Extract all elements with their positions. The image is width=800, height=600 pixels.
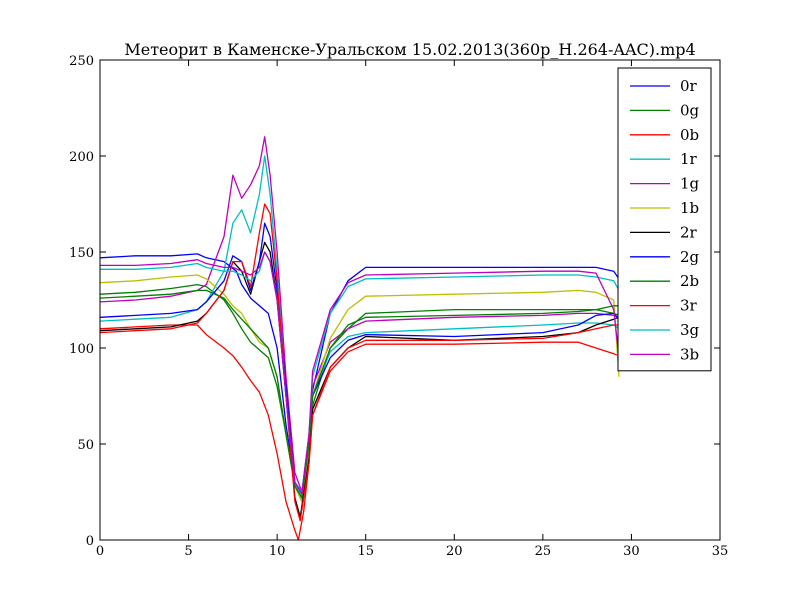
legend-label-2g: 2g [680, 248, 700, 266]
y-tick-label: 100 [69, 342, 94, 357]
y-tick-label: 150 [69, 246, 94, 261]
series-line-3r [99, 203, 619, 522]
series-line-2g [99, 222, 620, 493]
x-tick-label: 35 [712, 544, 729, 559]
legend-label-3b: 3b [680, 345, 699, 363]
x-tick-label: 10 [269, 544, 286, 559]
legend-label-1r: 1r [680, 150, 698, 168]
series-layer [99, 136, 620, 541]
y-tick-label: 250 [69, 54, 94, 69]
legend-label-0g: 0g [680, 101, 700, 119]
legend-label-3r: 3r [680, 297, 698, 315]
chart-title: Метеорит в Каменске-Уральском 15.02.2013… [124, 40, 695, 59]
x-tick-label: 30 [623, 544, 640, 559]
y-tick-label: 0 [86, 534, 94, 549]
y-tick-label: 200 [69, 150, 94, 165]
legend-label-2r: 2r [680, 223, 698, 241]
legend-label-0b: 0b [680, 126, 699, 144]
x-tick-label: 25 [535, 544, 552, 559]
legend-label-3g: 3g [680, 321, 700, 339]
series-line-3b [100, 251, 620, 495]
series-line-1g [99, 136, 620, 493]
x-tick-label: 5 [184, 544, 192, 559]
plot-frame [99, 59, 721, 541]
x-tick-label: 0 [96, 544, 104, 559]
legend-box [617, 67, 712, 372]
legend-label-2b: 2b [680, 272, 699, 290]
x-tick-label: 20 [446, 544, 463, 559]
legend: 0r 0g 0b 1r 1g 1b 2r 2g 2b 3r 3g 3b [617, 67, 712, 372]
series-line-2r [99, 241, 620, 518]
y-tick-label: 50 [77, 438, 94, 453]
legend-label-0r: 0r [680, 77, 698, 95]
series-line-2b [99, 289, 619, 499]
series-line-0r [99, 253, 620, 499]
x-tick-label: 15 [357, 544, 374, 559]
series-line-0b [99, 324, 620, 541]
legend-label-1g: 1g [680, 175, 700, 193]
series-line-0g [99, 283, 620, 503]
tick-layer: 0 5 10 15 20 25 30 35 0 50 100 150 200 250 [69, 54, 728, 559]
legend-label-1b: 1b [680, 199, 699, 217]
